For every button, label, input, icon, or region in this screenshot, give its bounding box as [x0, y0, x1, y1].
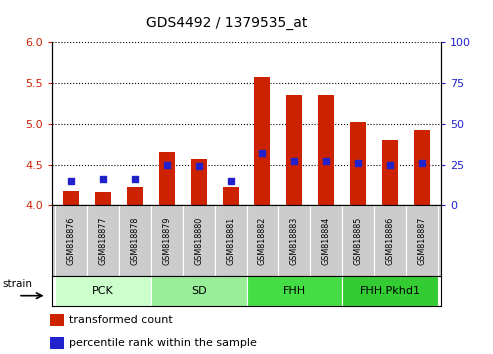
Bar	[342, 205, 374, 276]
Point	[163, 162, 171, 167]
Bar	[279, 205, 311, 276]
Point	[258, 150, 266, 156]
Text: GSM818881: GSM818881	[226, 217, 235, 265]
Text: GSM818886: GSM818886	[386, 217, 395, 265]
Bar	[342, 276, 438, 306]
Point	[227, 178, 235, 184]
Point	[322, 159, 330, 164]
Text: GSM818876: GSM818876	[67, 217, 75, 265]
Text: strain: strain	[2, 279, 33, 289]
Text: FHH: FHH	[283, 286, 306, 296]
Bar	[151, 205, 182, 276]
Point	[195, 164, 203, 169]
Bar	[382, 140, 398, 205]
Bar	[50, 314, 65, 326]
Text: GSM818880: GSM818880	[194, 217, 203, 265]
Point	[354, 160, 362, 166]
Point	[67, 178, 75, 184]
Text: GSM818884: GSM818884	[322, 217, 331, 265]
Bar	[406, 205, 438, 276]
Bar	[254, 77, 271, 205]
Bar	[311, 205, 342, 276]
Bar	[87, 205, 119, 276]
Bar	[191, 159, 207, 205]
Bar	[214, 205, 246, 276]
Bar	[159, 152, 175, 205]
Bar	[246, 205, 279, 276]
Bar	[55, 276, 151, 306]
Bar	[50, 337, 65, 349]
Text: GDS4492 / 1379535_at: GDS4492 / 1379535_at	[146, 16, 308, 30]
Text: GSM818882: GSM818882	[258, 217, 267, 265]
Bar	[182, 205, 214, 276]
Text: GSM818877: GSM818877	[98, 216, 107, 265]
Point	[386, 162, 394, 167]
Bar	[63, 191, 79, 205]
Text: SD: SD	[191, 286, 207, 296]
Text: transformed count: transformed count	[69, 315, 172, 325]
Bar	[318, 96, 334, 205]
Bar	[95, 192, 111, 205]
Point	[99, 176, 107, 182]
Bar	[222, 187, 239, 205]
Point	[131, 176, 139, 182]
Text: FHH.Pkhd1: FHH.Pkhd1	[360, 286, 421, 296]
Bar	[286, 96, 302, 205]
Bar	[119, 205, 151, 276]
Bar	[127, 187, 143, 205]
Bar	[246, 276, 342, 306]
Bar	[55, 205, 87, 276]
Text: GSM818883: GSM818883	[290, 217, 299, 265]
Text: GSM818885: GSM818885	[354, 217, 363, 265]
Text: GSM818887: GSM818887	[418, 217, 426, 265]
Point	[290, 159, 298, 164]
Bar	[151, 276, 246, 306]
Bar	[414, 130, 430, 205]
Bar	[374, 205, 406, 276]
Text: PCK: PCK	[92, 286, 114, 296]
Point	[418, 160, 426, 166]
Text: GSM818879: GSM818879	[162, 216, 171, 265]
Text: GSM818878: GSM818878	[130, 217, 139, 265]
Bar	[350, 122, 366, 205]
Text: percentile rank within the sample: percentile rank within the sample	[69, 338, 256, 348]
